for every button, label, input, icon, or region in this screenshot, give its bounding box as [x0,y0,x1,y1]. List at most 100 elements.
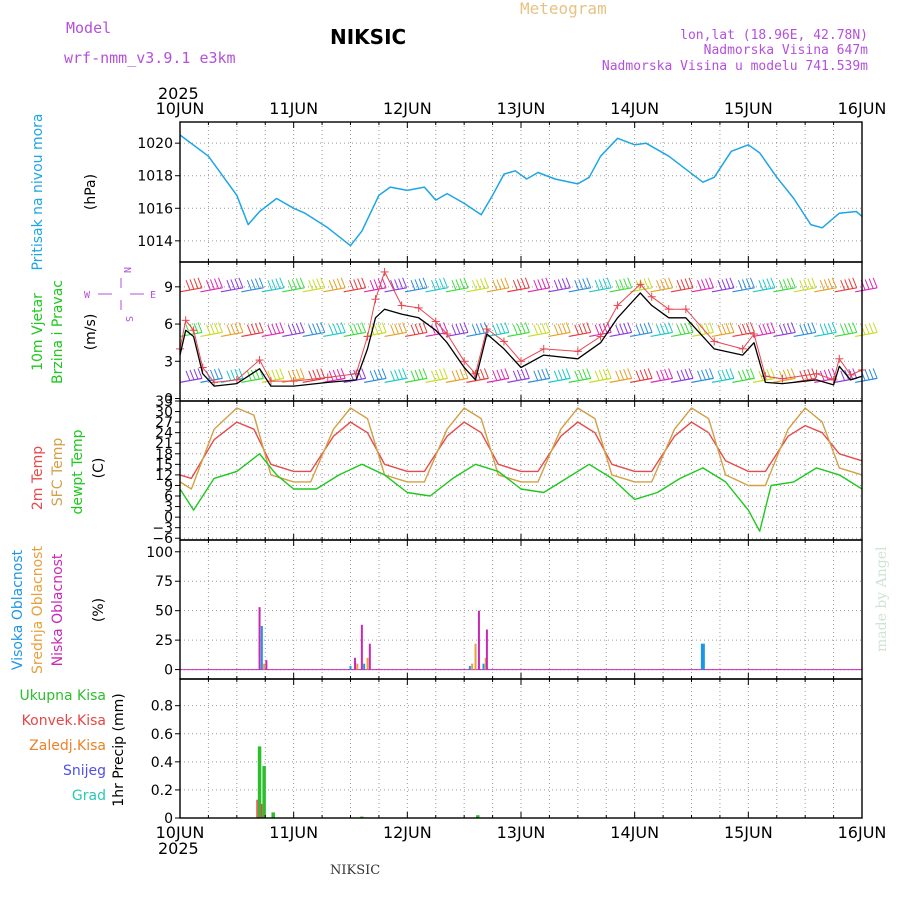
wind-barb-shaft [589,377,612,383]
wind-barb [527,368,551,383]
gust-marker [812,369,821,378]
wind-barb-feather [565,277,571,288]
wind-barb-feather [435,323,440,335]
wind-barb-feather [676,370,682,381]
wind-barb-shaft [793,331,816,338]
wind-barb [527,322,551,338]
wind-barb-feather [459,368,465,380]
wind-barb-feather [500,323,506,334]
wind-barb-feather [770,277,776,288]
wind-barb-shaft [466,377,489,383]
station-title: NIKSIC [330,25,406,49]
wind-barb-feather [496,279,502,290]
wind-barb-feather [782,323,788,335]
wind-barb [425,368,448,383]
gust-marker [664,305,673,314]
wind-barb [282,277,305,293]
wind-barb-feather [361,368,367,379]
wind-barb-feather [840,324,846,336]
ytick-label: 1016 [137,201,173,217]
gust-marker [761,372,770,381]
wind-barb-feather [332,323,338,335]
wind-barb [384,368,408,383]
wind-barb [855,277,878,293]
gust-marker [380,267,389,276]
wind-barb-feather [864,369,870,381]
wind-barb-shaft [609,287,632,293]
wind-barb-feather [741,279,747,290]
wind-barb-feather [766,323,772,334]
cloud-high-bar [363,663,366,670]
gust-marker [647,292,656,301]
wind-barb [384,277,408,293]
wind-barb-feather [402,277,408,288]
wind-barb-feather [553,324,559,336]
t2m-line [179,421,863,480]
ytick-label: 15 [155,457,173,473]
wind-barb [323,368,346,383]
wind-barb-feather [709,368,714,379]
wind-barb-feather [786,278,792,289]
wind-barb-shaft [302,377,325,383]
wind-barb-feather [435,369,440,381]
rain-conv-bar [260,803,263,818]
wind-barb-shaft [404,287,428,293]
wind-barb-feather [361,322,367,333]
gust-marker [517,357,525,366]
wind-barb-feather [725,278,731,289]
wind-barb-feather [864,279,870,290]
year-label-top: 2025 [158,84,199,103]
wind-barb-feather [872,322,878,333]
wind-barb-feather [709,322,714,333]
wind-barb-feather [516,369,522,381]
wind-barb-feather [606,368,612,379]
ytick-label: 75 [155,574,173,590]
temp-unit: (C) [91,458,107,479]
wind-barb [486,322,510,338]
wind-barb-feather [520,278,526,289]
wind-barb [179,277,203,293]
wind-barb-feather [586,368,592,379]
wind-barb-shaft [814,331,837,338]
wind-barb-feather [635,324,641,336]
model-label: Model [66,19,111,37]
wind-barb [200,277,223,293]
wind-barb-feather [234,278,240,289]
wind-barb-feather [279,368,285,379]
wind-barb-feather [647,368,653,379]
top-date-15jun: 15JUN [724,99,773,118]
gust-marker [750,329,759,338]
ytick-label: 100 [146,545,173,561]
wind-barb [855,322,878,338]
ytick-label: −3 [152,521,173,537]
wind-barb-feather [582,278,588,289]
wind-speed-line [179,292,863,387]
wind-barb-feather [209,323,215,335]
wind-barb [650,368,674,383]
model-value: wrf-nmm_v3.9.1 e3km [64,49,236,67]
wind-barb-shaft [466,331,489,338]
wind-barb-feather [328,280,334,291]
wind-barb-feather [852,277,858,288]
wind-barb [507,368,530,383]
wind-barb [241,368,264,383]
wind-barb [793,277,817,293]
wind-barb-shaft [527,377,550,383]
wind-barb [507,322,530,338]
wind-barb-feather [520,368,526,380]
wind-barb-shaft [384,287,407,293]
wind-barb-feather [213,368,219,380]
wind-barb [630,368,653,383]
wind-barb-feather [557,323,563,335]
wind-barb-feather [390,324,396,336]
cloud-mid-bar [366,657,369,670]
wind-barb-feather [516,279,522,290]
ytick-label: 21 [155,436,173,452]
bottom-date-14jun: 14JUN [610,823,659,842]
wind-barb-feather [741,323,747,335]
wind-barb-feather [213,278,219,289]
wind-barb-feather [762,323,768,335]
temp-label-dew: dewpt Temp [70,429,86,514]
wind-barb-feather [647,277,653,288]
wind-barb-feather [398,323,404,334]
